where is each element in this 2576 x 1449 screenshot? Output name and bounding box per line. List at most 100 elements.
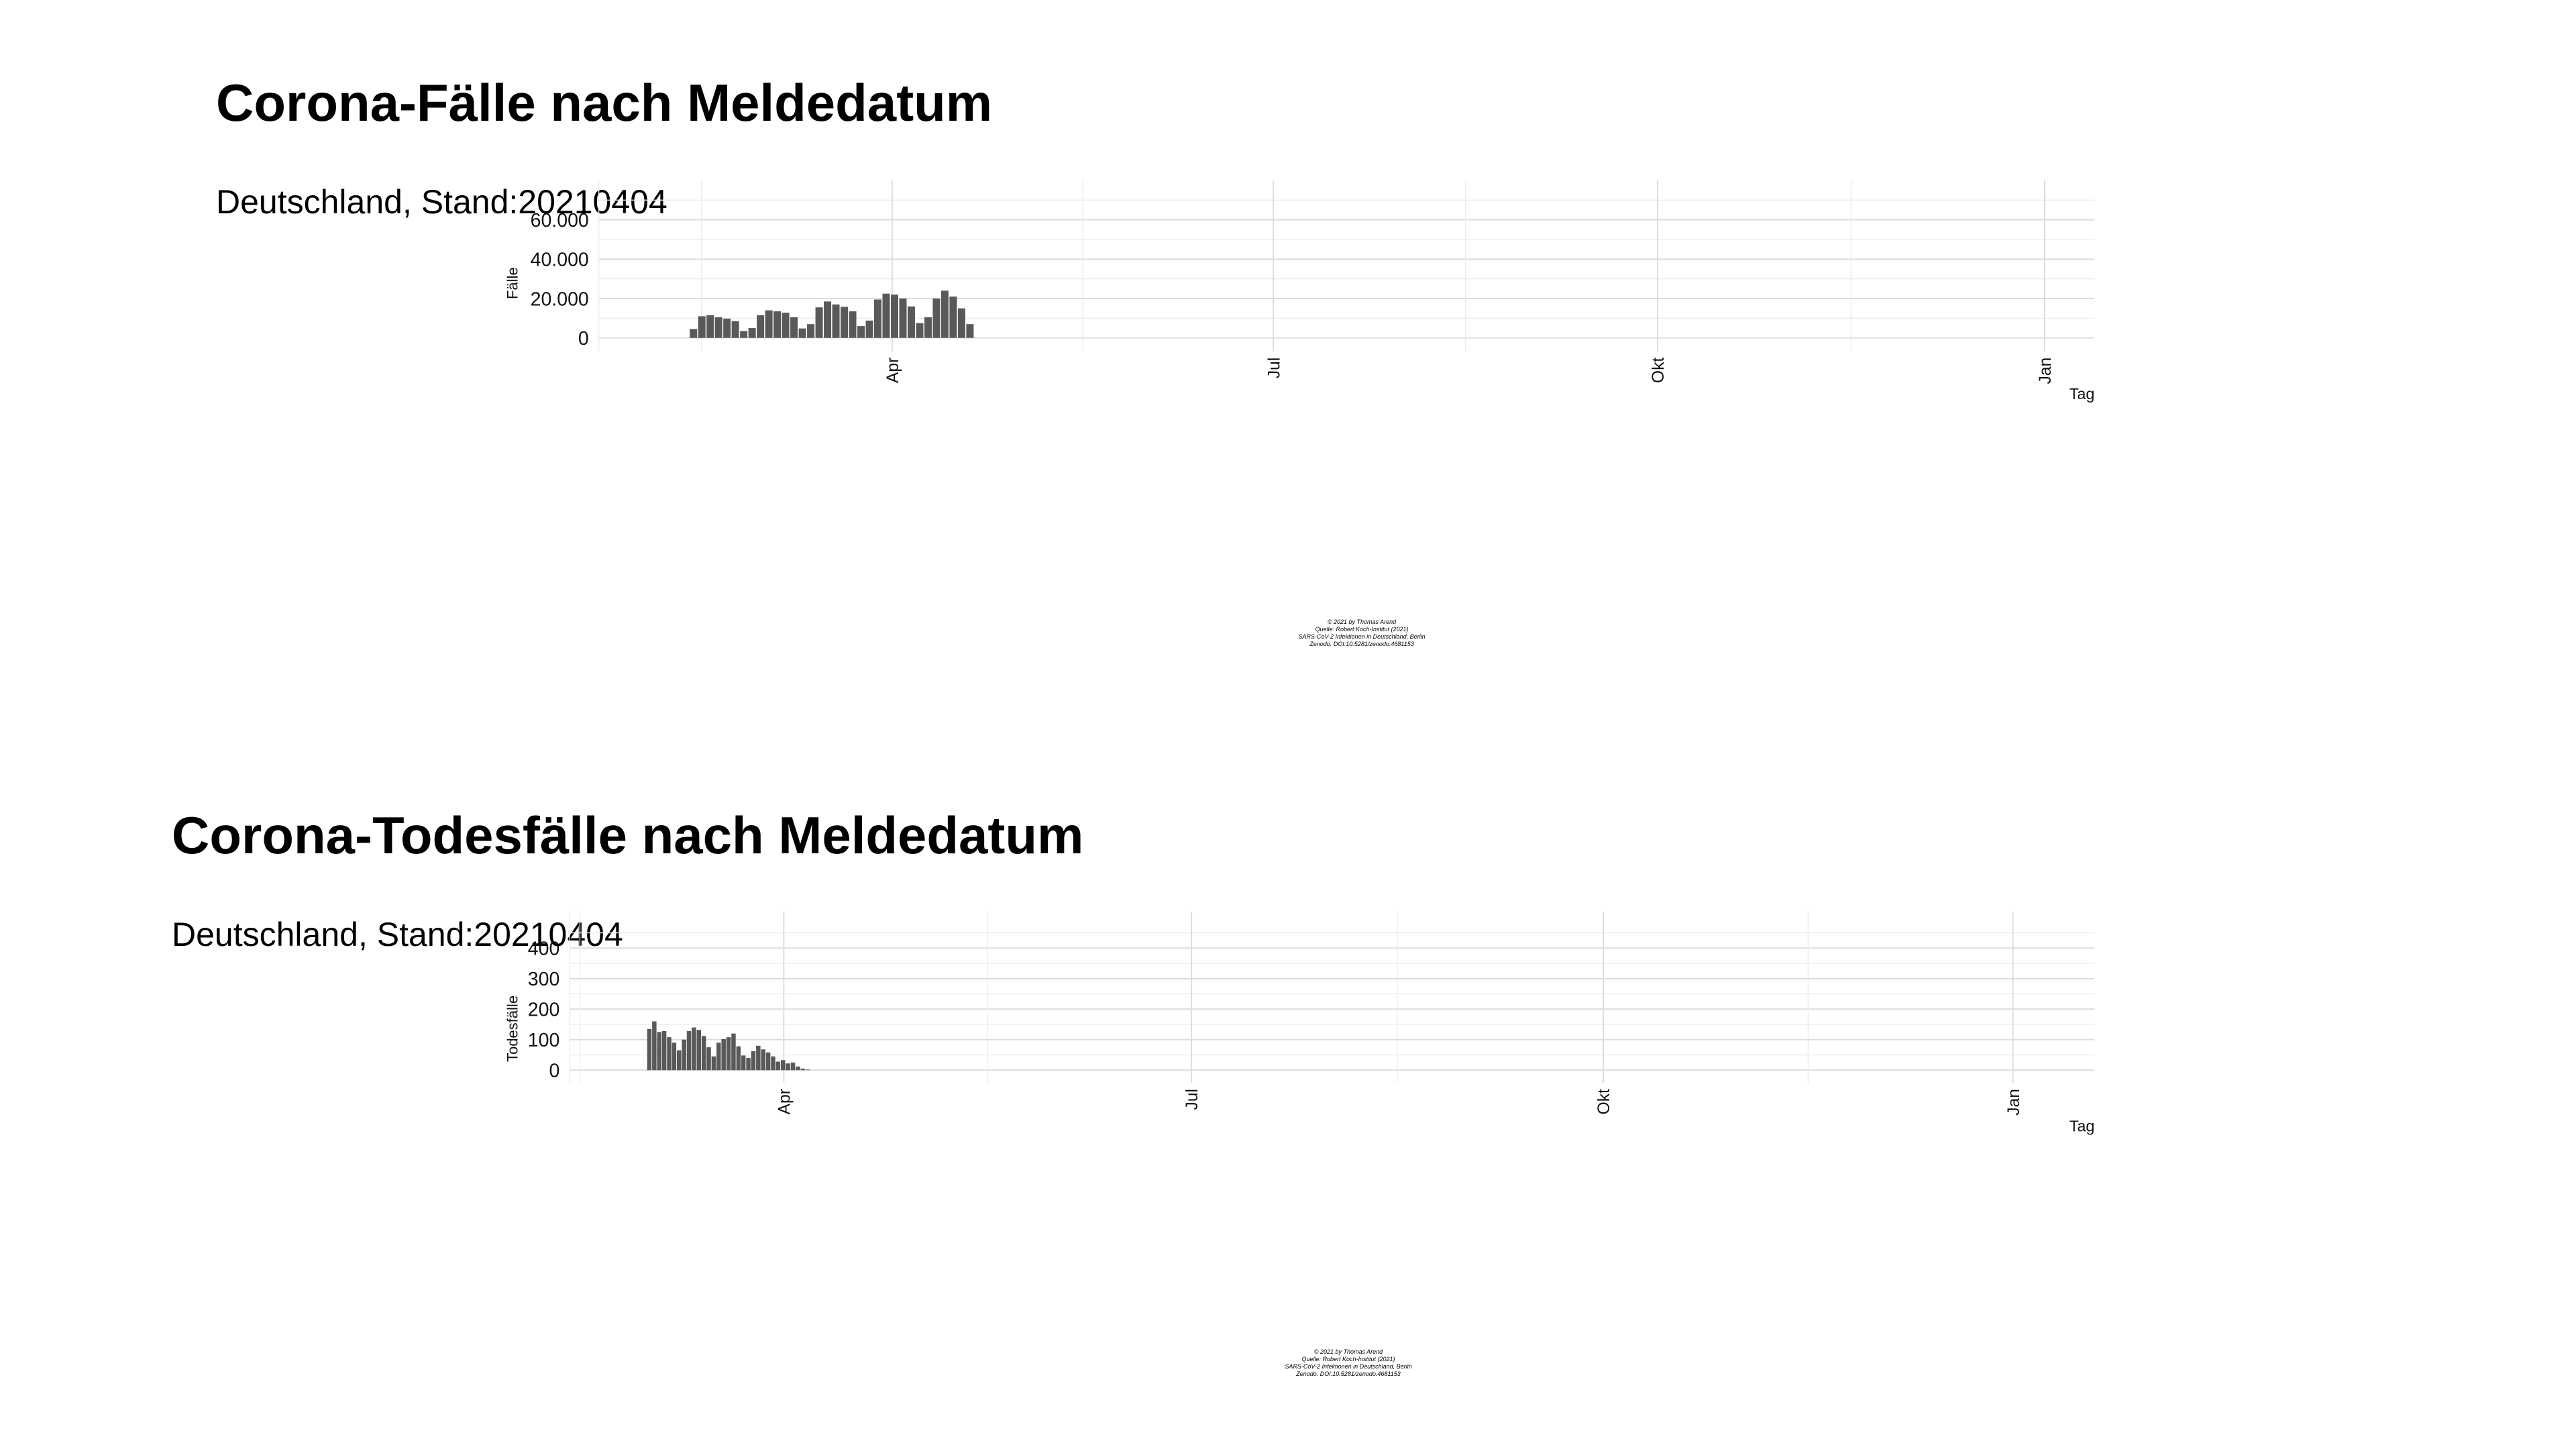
bar: [686, 1031, 692, 1071]
chart-panel-cases: Corona-Fälle nach Meldedatum Deutschland…: [0, 0, 2576, 724]
bar: [731, 1033, 736, 1071]
caption-line: © 2021 by Thomas Arend: [1313, 1348, 1383, 1355]
bar: [706, 1047, 711, 1071]
bar: [731, 321, 739, 338]
bar: [726, 1037, 731, 1071]
caption-line: SARS-CoV-2 Infektionen in Deutschland, B…: [1285, 1363, 1412, 1370]
bar: [966, 324, 974, 338]
y-tick-label: 400: [528, 938, 560, 960]
chart-subtitle: Deutschland, Stand:20210404: [172, 916, 623, 953]
bar: [652, 1021, 657, 1071]
x-axis-label: Tag: [2070, 385, 2095, 402]
bar: [824, 301, 832, 338]
bar: [790, 317, 798, 338]
bar: [786, 1063, 790, 1071]
cases-plot: 0 20.000 40.000 60.000 Apr Jul Okt Jan Fälle Tag: [504, 180, 2095, 402]
bar: [807, 324, 815, 338]
bar: [714, 317, 722, 338]
caption-line: Zenodo. DOI:10.5281/zenodo.4681153: [1296, 1371, 1401, 1377]
bar: [740, 331, 748, 338]
y-axis-label: Todesfälle: [504, 996, 521, 1062]
y-tick-label: 20.000: [531, 288, 589, 310]
bar: [805, 1069, 810, 1071]
bar: [800, 1068, 806, 1071]
bar: [782, 313, 790, 338]
y-tick-label: 100: [528, 1030, 560, 1051]
caption-line: Quelle: Robert Koch-Institut (2021): [1301, 1356, 1395, 1362]
x-tick-label: Jan: [2005, 1089, 2023, 1116]
y-tick-label: 60.000: [531, 210, 589, 231]
bar: [874, 299, 882, 338]
bar: [775, 1061, 781, 1071]
bar: [647, 1028, 652, 1071]
bar: [761, 1049, 765, 1071]
caption-line: Zenodo. DOI:10.5281/zenodo.4681153: [1309, 641, 1414, 647]
bar: [741, 1055, 746, 1071]
bar: [746, 1058, 751, 1071]
bar: [672, 1042, 677, 1071]
bar: [857, 326, 865, 338]
bar: [657, 1032, 661, 1071]
chart-caption: © 2021 by Thomas Arend Quelle: Robert Ko…: [1261, 619, 1462, 648]
bar: [916, 323, 924, 338]
y-tick-label: 0: [578, 328, 589, 350]
bar: [690, 329, 698, 338]
bar: [706, 315, 714, 338]
bar: [932, 299, 941, 338]
bar: [756, 1045, 761, 1071]
bar: [721, 1038, 726, 1071]
bar: [696, 1030, 702, 1071]
chart-subtitle: Deutschland, Stand:20210404: [216, 183, 667, 221]
x-tick-label: Apr: [884, 358, 902, 383]
y-tick-label: 40.000: [531, 250, 589, 271]
bar: [899, 299, 907, 338]
bar: [692, 1027, 696, 1071]
bar: [698, 316, 706, 338]
x-axis-label: Tag: [2070, 1118, 2095, 1135]
chart-caption: © 2021 by Thomas Arend Quelle: Robert Ko…: [1248, 1348, 1449, 1378]
y-tick-label: 300: [528, 969, 560, 990]
bar: [711, 1056, 716, 1071]
bar: [716, 1042, 721, 1071]
bar: [757, 315, 765, 338]
bar: [771, 1056, 775, 1071]
bar: [765, 310, 773, 338]
bar: [815, 307, 823, 338]
bar: [907, 306, 915, 338]
x-tick-label: Jul: [1265, 358, 1283, 378]
bar: [723, 318, 731, 338]
bar: [941, 290, 949, 338]
chart-panel-deaths: Corona-Todesfälle nach Meldedatum Deutsc…: [0, 724, 2576, 1449]
bar: [667, 1037, 672, 1071]
y-tick-label: 0: [549, 1061, 559, 1082]
y-tick-label: 200: [528, 1000, 560, 1021]
bar: [748, 328, 756, 338]
x-tick-label: Okt: [1595, 1089, 1613, 1114]
y-axis-label: Fälle: [504, 267, 521, 299]
x-tick-label: Apr: [775, 1089, 794, 1114]
bar: [865, 320, 873, 338]
bar: [949, 297, 957, 338]
bar: [841, 307, 849, 338]
bar: [701, 1036, 706, 1071]
bar: [832, 304, 840, 338]
x-tick-label: Okt: [1650, 358, 1668, 383]
bar: [751, 1051, 756, 1071]
bar: [790, 1062, 796, 1071]
bar: [661, 1031, 667, 1071]
bar: [765, 1052, 771, 1071]
bar: [780, 1060, 786, 1071]
bar: [677, 1050, 682, 1071]
x-tick-label: Jul: [1183, 1089, 1201, 1110]
bar: [773, 311, 782, 338]
chart-title: Corona-Todesfälle nach Meldedatum: [172, 806, 1084, 865]
bar: [736, 1046, 741, 1071]
caption-line: © 2021 by Thomas Arend: [1327, 619, 1397, 625]
bar: [882, 293, 890, 338]
bar: [890, 294, 898, 338]
bar: [957, 308, 965, 338]
caption-line: SARS-CoV-2 Infektionen in Deutschland, B…: [1298, 633, 1426, 640]
bar: [924, 317, 932, 338]
bar: [849, 311, 857, 338]
bar: [796, 1066, 800, 1071]
